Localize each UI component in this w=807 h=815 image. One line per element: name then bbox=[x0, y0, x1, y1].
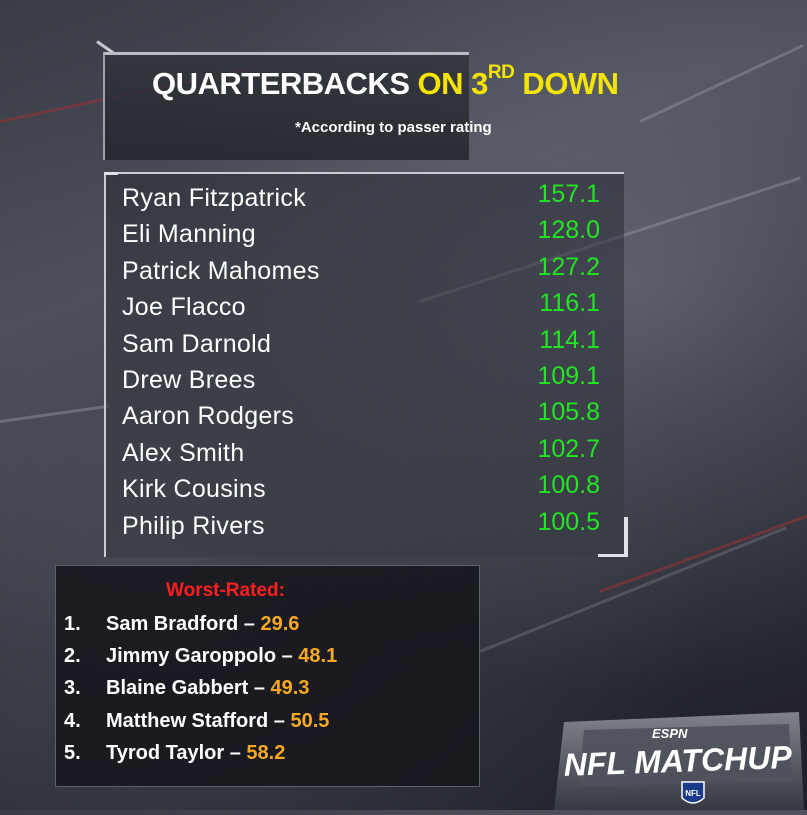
qb-rating: 127.2 bbox=[537, 252, 600, 281]
qb-rating: 116.1 bbox=[539, 289, 600, 318]
worst-separator: – bbox=[224, 741, 247, 764]
qb-rating: 100.5 bbox=[537, 507, 600, 536]
worst-rated-item: 4. Matthew Stafford – 50.5 bbox=[64, 710, 329, 738]
qb-row: Kirk Cousins 100.8 bbox=[122, 471, 600, 511]
worst-rating: 50.5 bbox=[290, 709, 330, 732]
qb-row: Patrick Mahomes 127.2 bbox=[122, 253, 600, 293]
worst-rank: 2. bbox=[64, 645, 81, 668]
worst-name: Tyrod Taylor bbox=[106, 741, 225, 764]
worst-rated-item: 5. Tyrod Taylor – 58.2 bbox=[64, 742, 285, 770]
worst-rated-item: 3. Blaine Gabbert – 49.3 bbox=[64, 677, 309, 705]
worst-rated-panel bbox=[55, 565, 480, 787]
worst-rank: 4. bbox=[64, 709, 81, 732]
page-title: QUARTERBACKS ON 3RD DOWN bbox=[152, 62, 620, 102]
espn-text: ESPN bbox=[652, 726, 688, 741]
qb-name: Drew Brees bbox=[122, 366, 256, 394]
page-subtitle: *According to passer rating bbox=[295, 119, 492, 136]
nfl-badge-text: NFL bbox=[685, 789, 701, 798]
qb-rating: 114.1 bbox=[539, 325, 600, 354]
qb-row: Eli Manning 128.0 bbox=[122, 216, 600, 256]
top-qb-panel bbox=[104, 172, 628, 557]
qb-name: Alex Smith bbox=[122, 438, 245, 467]
qb-row: Ryan Fitzpatrick 157.1 bbox=[122, 180, 600, 220]
worst-rated-heading: Worst-Rated: bbox=[166, 580, 285, 601]
worst-rank: 1. bbox=[64, 613, 81, 635]
worst-rank: 5. bbox=[64, 741, 81, 764]
qb-rating: 157.1 bbox=[537, 180, 600, 208]
qb-rating: 128.0 bbox=[537, 216, 600, 245]
title-part1: QUARTERBACKS bbox=[152, 66, 410, 101]
worst-rated-item: 2. Jimmy Garoppolo – 48.1 bbox=[64, 645, 337, 673]
panel-corner bbox=[598, 554, 628, 557]
qb-row: Joe Flacco 116.1 bbox=[122, 289, 600, 329]
worst-separator: – bbox=[238, 613, 261, 635]
qb-row: Aaron Rodgers 105.8 bbox=[122, 398, 600, 438]
worst-rated-item: 1. Sam Bradford – 29.6 bbox=[64, 613, 299, 641]
worst-rank: 3. bbox=[64, 677, 81, 700]
qb-rating: 102.7 bbox=[537, 434, 600, 463]
qb-row: Philip Rivers 100.5 bbox=[122, 508, 600, 548]
header-panel bbox=[103, 52, 469, 160]
title-part2: ON 3RD DOWN bbox=[417, 62, 620, 101]
qb-name: Sam Darnold bbox=[122, 329, 272, 358]
worst-name: Jimmy Garoppolo bbox=[106, 645, 277, 668]
qb-name: Kirk Cousins bbox=[122, 475, 266, 504]
qb-row: Sam Darnold 114.1 bbox=[122, 326, 600, 366]
qb-rating: 105.8 bbox=[537, 398, 600, 427]
qb-rating: 109.1 bbox=[537, 362, 600, 390]
qb-name: Philip Rivers bbox=[122, 511, 265, 540]
qb-name: Ryan Fitzpatrick bbox=[122, 184, 307, 212]
worst-rating: 49.3 bbox=[270, 677, 310, 700]
qb-name: Eli Manning bbox=[122, 220, 256, 249]
qb-name: Aaron Rodgers bbox=[122, 402, 295, 431]
show-title-text: NFL MATCHUP bbox=[563, 739, 793, 783]
panel-corner bbox=[104, 172, 118, 175]
worst-rating: 48.1 bbox=[298, 645, 338, 668]
worst-separator: – bbox=[268, 709, 291, 732]
nfl-matchup-logo: ESPN NFL MATCHUP NFL bbox=[554, 712, 804, 810]
qb-row: Alex Smith 102.7 bbox=[122, 435, 600, 475]
worst-name: Matthew Stafford bbox=[106, 709, 269, 732]
worst-rating: 29.6 bbox=[260, 613, 300, 635]
worst-separator: – bbox=[248, 677, 271, 700]
qb-name: Patrick Mahomes bbox=[122, 256, 320, 285]
worst-name: Sam Bradford bbox=[106, 613, 239, 635]
worst-name: Blaine Gabbert bbox=[106, 677, 249, 700]
worst-separator: – bbox=[276, 645, 299, 668]
title-ordinal: RD bbox=[487, 62, 515, 83]
nfl-shield-icon: NFL bbox=[681, 781, 705, 804]
panel-corner bbox=[624, 517, 628, 557]
qb-row: Drew Brees 109.1 bbox=[122, 362, 600, 402]
worst-rating: 58.2 bbox=[246, 741, 286, 764]
qb-name: Joe Flacco bbox=[122, 293, 246, 322]
qb-rating: 100.8 bbox=[537, 471, 600, 500]
